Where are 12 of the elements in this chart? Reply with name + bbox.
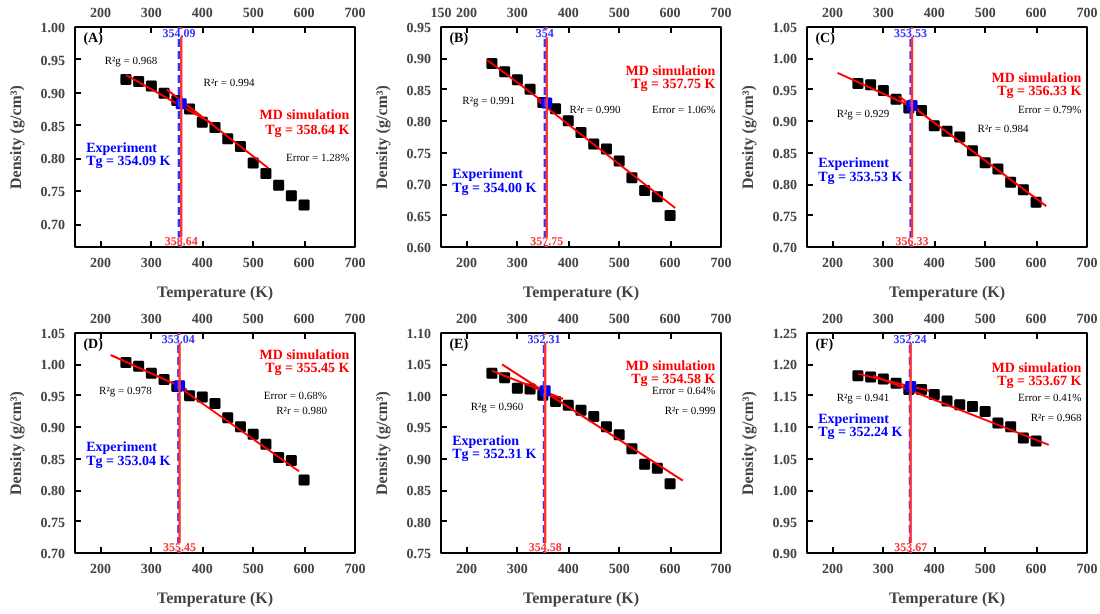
x-axis-title: Temperature (K) [523, 283, 640, 301]
x-axis-title: Temperature (K) [889, 589, 1006, 607]
y-axis-title: Density (g/cm³) [372, 84, 391, 189]
x-axis-title: Temperature (K) [157, 283, 274, 301]
y-axis-title: Density (g/cm³) [738, 84, 757, 189]
x-axis-title: Temperature (K) [157, 589, 274, 607]
x-axis-title: Temperature (K) [889, 283, 1006, 301]
y-axis-title: Density (g/cm³) [6, 390, 25, 495]
y-axis-title: Density (g/cm³) [6, 84, 25, 189]
x-axis-title: Temperature (K) [523, 589, 640, 607]
y-axis-title: Density (g/cm³) [738, 390, 757, 495]
y-axis-title: Density (g/cm³) [372, 390, 391, 495]
